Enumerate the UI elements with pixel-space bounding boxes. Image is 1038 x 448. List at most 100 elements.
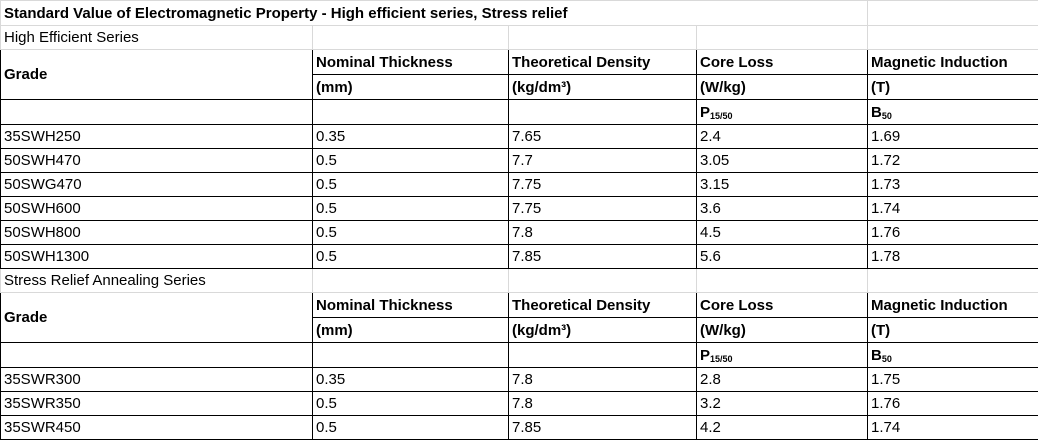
empty-cell[interactable] <box>0 99 313 125</box>
header-density-unit[interactable]: (kg/dm³) <box>508 317 697 343</box>
section-label-high-efficient[interactable]: High Efficient Series <box>0 25 313 50</box>
header-induction-unit[interactable]: (T) <box>867 74 1038 100</box>
header-thickness-unit[interactable]: (mm) <box>312 74 509 100</box>
header-induction-symbol[interactable]: B50 <box>867 342 1038 368</box>
header-density[interactable]: Theoretical Density <box>508 292 697 318</box>
cell-density[interactable]: 7.65 <box>508 124 697 149</box>
cell-density[interactable]: 7.75 <box>508 196 697 221</box>
header-core-loss-unit[interactable]: (W/kg) <box>695 74 869 100</box>
cell-induction[interactable]: 1.73 <box>867 172 1038 197</box>
cell-grade[interactable]: 50SWG470 <box>0 172 313 197</box>
cell-thickness[interactable]: 0.5 <box>312 391 509 416</box>
section-label-stress-relief[interactable]: Stress Relief Annealing Series <box>0 268 313 293</box>
cell-core-loss[interactable]: 3.05 <box>695 148 869 173</box>
cell-core-loss[interactable]: 2.8 <box>695 367 869 392</box>
cell-thickness[interactable]: 0.5 <box>312 415 509 440</box>
empty-cell[interactable] <box>867 268 1038 293</box>
empty-cell[interactable] <box>695 268 869 293</box>
cell-grade[interactable]: 50SWH600 <box>0 196 313 221</box>
header-grade[interactable]: Grade <box>0 292 313 343</box>
header-density-unit[interactable]: (kg/dm³) <box>508 74 697 100</box>
empty-cell[interactable] <box>0 342 313 368</box>
cell-induction[interactable]: 1.76 <box>867 220 1038 245</box>
cell-thickness[interactable]: 0.35 <box>312 367 509 392</box>
empty-cell[interactable] <box>695 25 869 50</box>
header-thickness[interactable]: Nominal Thickness <box>312 292 509 318</box>
cell-density[interactable]: 7.85 <box>508 244 697 269</box>
cell-grade[interactable]: 35SWR450 <box>0 415 313 440</box>
core-loss-subscript: 15/50 <box>710 110 733 121</box>
header-core-loss-unit[interactable]: (W/kg) <box>695 317 869 343</box>
empty-cell[interactable] <box>312 268 509 293</box>
section-row: Stress Relief Annealing Series <box>0 268 1038 293</box>
empty-cell[interactable] <box>312 99 509 125</box>
cell-core-loss[interactable]: 3.2 <box>695 391 869 416</box>
header-unit-row: (mm) (kg/dm³) (W/kg) (T) <box>1 74 1038 100</box>
table-row: 35SWR300 0.35 7.8 2.8 1.75 <box>0 367 1038 392</box>
header-induction-unit[interactable]: (T) <box>867 317 1038 343</box>
header-core-loss-symbol[interactable]: P15/50 <box>695 99 869 125</box>
header-core-loss-symbol[interactable]: P15/50 <box>695 342 869 368</box>
cell-core-loss[interactable]: 5.6 <box>695 244 869 269</box>
cell-thickness[interactable]: 0.5 <box>312 220 509 245</box>
cell-grade[interactable]: 50SWH800 <box>0 220 313 245</box>
header-induction-symbol[interactable]: B50 <box>867 99 1038 125</box>
empty-cell[interactable] <box>508 342 697 368</box>
induction-subscript: 50 <box>881 353 892 364</box>
induction-subscript: 50 <box>881 110 892 121</box>
empty-cell[interactable] <box>508 25 697 50</box>
core-loss-symbol: P <box>700 346 711 364</box>
cell-thickness[interactable]: 0.5 <box>312 244 509 269</box>
header-core-loss[interactable]: Core Loss <box>695 292 869 318</box>
header-grade[interactable]: Grade <box>0 49 313 100</box>
cell-thickness[interactable]: 0.5 <box>312 148 509 173</box>
cell-induction[interactable]: 1.72 <box>867 148 1038 173</box>
cell-density[interactable]: 7.8 <box>508 220 697 245</box>
empty-cell[interactable] <box>312 25 509 50</box>
table-row: 50SWH470 0.5 7.7 3.05 1.72 <box>0 148 1038 173</box>
cell-induction[interactable]: 1.76 <box>867 391 1038 416</box>
cell-grade[interactable]: 35SWH250 <box>0 124 313 149</box>
header-symbol-row: P15/50 B50 <box>0 99 1038 125</box>
header-induction[interactable]: Magnetic Induction <box>867 292 1038 318</box>
cell-induction[interactable]: 1.75 <box>867 367 1038 392</box>
cell-grade[interactable]: 50SWH470 <box>0 148 313 173</box>
cell-grade[interactable]: 35SWR350 <box>0 391 313 416</box>
cell-density[interactable]: 7.8 <box>508 391 697 416</box>
cell-core-loss[interactable]: 3.6 <box>695 196 869 221</box>
header-core-loss[interactable]: Core Loss <box>695 49 869 75</box>
header-row: Grade Nominal Thickness Theoretical Dens… <box>0 49 1038 100</box>
cell-thickness[interactable]: 0.5 <box>312 196 509 221</box>
cell-grade[interactable]: 50SWH1300 <box>0 244 313 269</box>
cell-thickness[interactable]: 0.35 <box>312 124 509 149</box>
cell-density[interactable]: 7.75 <box>508 172 697 197</box>
header-thickness[interactable]: Nominal Thickness <box>312 49 509 75</box>
empty-cell[interactable] <box>312 342 509 368</box>
cell-core-loss[interactable]: 4.5 <box>695 220 869 245</box>
cell-density[interactable]: 7.7 <box>508 148 697 173</box>
empty-cell[interactable] <box>508 268 697 293</box>
cell-core-loss[interactable]: 4.2 <box>695 415 869 440</box>
header-symbol-row: P15/50 B50 <box>0 342 1038 368</box>
cell-density[interactable]: 7.8 <box>508 367 697 392</box>
cell-induction[interactable]: 1.69 <box>867 124 1038 149</box>
sheet-title[interactable]: Standard Value of Electromagnetic Proper… <box>0 0 869 26</box>
header-row: Grade Nominal Thickness Theoretical Dens… <box>0 292 1038 343</box>
cell-core-loss[interactable]: 3.15 <box>695 172 869 197</box>
header-density[interactable]: Theoretical Density <box>508 49 697 75</box>
core-loss-symbol: P <box>700 103 711 121</box>
empty-cell[interactable] <box>867 25 1038 50</box>
cell-thickness[interactable]: 0.5 <box>312 172 509 197</box>
header-thickness-unit[interactable]: (mm) <box>312 317 509 343</box>
empty-cell[interactable] <box>867 0 1038 26</box>
cell-core-loss[interactable]: 2.4 <box>695 124 869 149</box>
cell-induction[interactable]: 1.78 <box>867 244 1038 269</box>
header-induction[interactable]: Magnetic Induction <box>867 49 1038 75</box>
empty-cell[interactable] <box>508 99 697 125</box>
cell-induction[interactable]: 1.74 <box>867 196 1038 221</box>
cell-grade[interactable]: 35SWR300 <box>0 367 313 392</box>
cell-induction[interactable]: 1.74 <box>867 415 1038 440</box>
cell-density[interactable]: 7.85 <box>508 415 697 440</box>
